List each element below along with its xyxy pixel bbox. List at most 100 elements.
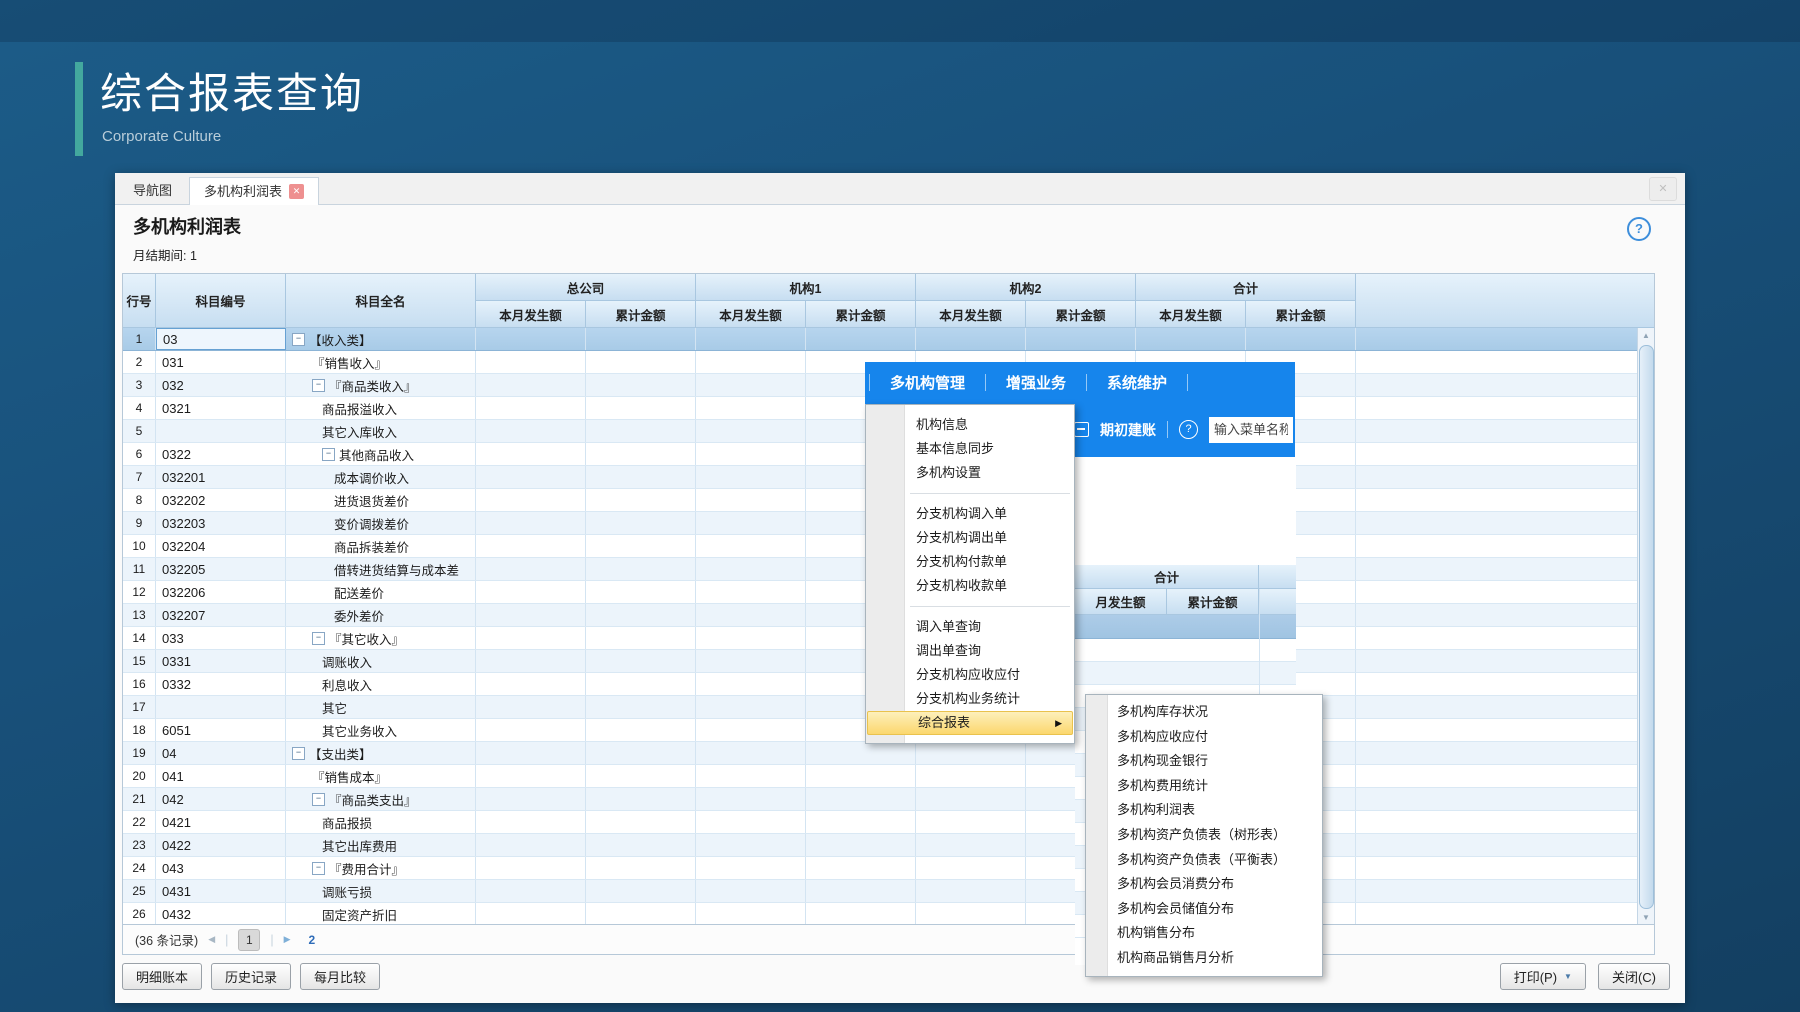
menubar-item[interactable]: 系统维护 — [1107, 374, 1168, 392]
window-close-icon[interactable]: ✕ — [1649, 177, 1677, 201]
tab-profit-report[interactable]: 多机构利润表 ✕ — [189, 177, 320, 205]
row-filler — [1356, 512, 1637, 534]
account-code-cell: 0422 — [156, 834, 286, 856]
help-icon[interactable]: ? — [1627, 217, 1651, 241]
collapse-icon[interactable]: − — [312, 631, 325, 645]
table-row[interactable]: 25 0431 调账亏损 — [123, 880, 1637, 903]
collapse-icon[interactable]: − — [312, 378, 325, 392]
subcolumn-header[interactable]: 累计金额 — [1246, 301, 1356, 328]
group-header[interactable]: 合计 — [1136, 274, 1356, 301]
table-row[interactable]: 22 0421 商品报损 — [123, 811, 1637, 834]
dropdown-menu-item[interactable]: 分支机构调出单 — [866, 526, 1074, 550]
menubar-item[interactable]: 多机构管理 — [890, 374, 966, 392]
dropdown-menu-item[interactable]: 分支机构收款单 — [866, 574, 1074, 598]
column-header[interactable]: 行号 — [123, 274, 156, 328]
table-row[interactable]: 19 04− 【支出类】 — [123, 742, 1637, 765]
submenu-item[interactable]: 多机构费用统计 — [1117, 777, 1209, 793]
account-name: 调账亏损 — [322, 882, 372, 901]
row-filler — [1356, 466, 1637, 488]
submenu-item[interactable]: 多机构应收应付 — [1117, 728, 1209, 744]
footer-right-group: 打印(P) ▼ 关闭(C) — [1499, 963, 1670, 990]
dropdown-menu-item[interactable]: 多机构设置 — [866, 461, 1074, 485]
table-row[interactable]: 20 041 『销售成本』 — [123, 765, 1637, 788]
vertical-scrollbar[interactable]: ▲ ▼ — [1637, 328, 1654, 926]
collapse-icon[interactable]: − — [292, 746, 305, 760]
table-row[interactable]: 21 042 − 『商品类支出』 — [123, 788, 1637, 811]
submenu-item[interactable]: 多机构利润表 — [1117, 802, 1196, 818]
dropdown-menu-item[interactable]: 分支机构应收应付 — [866, 663, 1074, 687]
account-name-text: 委外差价 — [334, 609, 385, 624]
table-row[interactable]: 23 0422 其它出库费用 — [123, 834, 1637, 857]
current-page-button[interactable]: 1 — [238, 928, 261, 951]
dropdown-menu-item[interactable]: 基本信息同步 — [866, 437, 1074, 461]
subcolumn-header[interactable]: 本月发生额 — [696, 301, 806, 328]
collapse-icon[interactable]: − — [312, 861, 325, 875]
dropdown-menu-item[interactable]: 分支机构付款单 — [866, 550, 1074, 574]
submenu-item[interactable]: 机构商品销售月分析 — [1117, 949, 1235, 965]
scrollbar-thumb[interactable] — [1639, 345, 1654, 909]
collapse-icon[interactable]: − — [292, 332, 305, 346]
dropdown-menu-item[interactable]: 分支机构业务统计 — [866, 687, 1074, 711]
value-cell — [696, 489, 806, 511]
dropdown-menu-item[interactable]: 机构信息 — [866, 413, 1074, 437]
row-number-cell: 18 — [123, 719, 156, 741]
account-code-cell: 041 — [156, 765, 286, 787]
table-row[interactable]: 1 03− 【收入类】 — [123, 328, 1637, 351]
value-cell — [696, 627, 806, 649]
subcolumn-header[interactable]: 本月发生额 — [1136, 301, 1246, 328]
dropdown-menu-item[interactable]: 调入单查询 — [866, 615, 1074, 639]
scroll-down-icon[interactable]: ▼ — [1642, 913, 1650, 922]
next-page-icon[interactable]: ▶ — [283, 934, 291, 944]
opening-balance-button[interactable]: 期初建账 — [1100, 421, 1156, 438]
dropdown-menu-item[interactable]: 调出单查询 — [866, 639, 1074, 663]
subcolumn-header[interactable]: 本月发生额 — [916, 301, 1026, 328]
close-tab-icon[interactable]: ✕ — [289, 184, 305, 199]
menu-search-input[interactable] — [1209, 416, 1293, 443]
footer-button[interactable]: 每月比较 — [300, 963, 381, 990]
submenu-item[interactable]: 多机构库存状况 — [1117, 704, 1209, 719]
prev-page-icon[interactable]: ◀ — [208, 934, 216, 944]
account-code-cell: 0332 — [156, 673, 286, 695]
tab-navigation-map[interactable]: 导航图 — [133, 183, 173, 198]
dropdown-menu-item[interactable]: 综合报表 ▶ — [867, 711, 1073, 735]
row-filler — [1356, 696, 1637, 718]
subcolumn-header[interactable]: 本月发生额 — [476, 301, 586, 328]
submenu-item[interactable]: 多机构现金银行 — [1117, 753, 1209, 769]
column-header[interactable]: 科目全名 — [286, 274, 476, 328]
page-title: 综合报表查询 — [100, 70, 365, 117]
table-row[interactable]: 26 0432 固定资产折旧 — [123, 903, 1637, 926]
group-header[interactable]: 机构2 — [916, 274, 1136, 301]
submenu-item[interactable]: 多机构资产负债表（树形表） — [1117, 826, 1287, 842]
scroll-up-icon[interactable]: ▲ — [1642, 331, 1650, 340]
toolbar-help-icon[interactable]: ? — [1179, 420, 1198, 439]
value-cell — [696, 397, 806, 419]
account-code-cell — [156, 420, 286, 442]
menubar-item[interactable]: 增强业务 — [1006, 374, 1067, 392]
collapse-icon[interactable]: − — [312, 792, 325, 806]
subcolumn-header[interactable]: 累计金额 — [806, 301, 916, 328]
row-number-cell: 6 — [123, 443, 156, 465]
value-cell — [586, 834, 696, 856]
print-button[interactable]: 打印(P) ▼ — [1499, 963, 1586, 990]
group-header[interactable]: 总公司 — [476, 274, 696, 301]
collapse-icon[interactable]: − — [322, 447, 335, 461]
row-number-cell: 17 — [123, 696, 156, 718]
page-2-link[interactable]: 2 — [308, 932, 316, 947]
submenu-item[interactable]: 多机构会员消费分布 — [1117, 876, 1235, 892]
group-header[interactable]: 机构1 — [696, 274, 916, 301]
column-header[interactable]: 科目编号 — [156, 274, 286, 328]
row-number-cell: 25 — [123, 880, 156, 902]
submenu-item[interactable]: 机构销售分布 — [1117, 925, 1196, 941]
table-row[interactable]: 24 043 − 『费用合计』 — [123, 857, 1637, 880]
footer-button[interactable]: 明细账本 — [122, 963, 203, 990]
dropdown-menu-item[interactable]: 分支机构调入单 — [866, 502, 1074, 526]
subheader-row: 本月发生额 累计金额 — [476, 301, 696, 328]
footer-button[interactable]: 历史记录 — [211, 963, 292, 990]
value-cell — [476, 880, 586, 902]
subcolumn-header[interactable]: 累计金额 — [1026, 301, 1136, 328]
subcolumn-header[interactable]: 累计金额 — [586, 301, 696, 328]
close-button[interactable]: 关闭(C) — [1597, 963, 1670, 990]
submenu-item[interactable]: 多机构会员储值分布 — [1117, 900, 1235, 916]
print-dropdown-icon[interactable]: ▼ — [1564, 972, 1572, 981]
submenu-item[interactable]: 多机构资产负债表（平衡表） — [1117, 851, 1287, 867]
